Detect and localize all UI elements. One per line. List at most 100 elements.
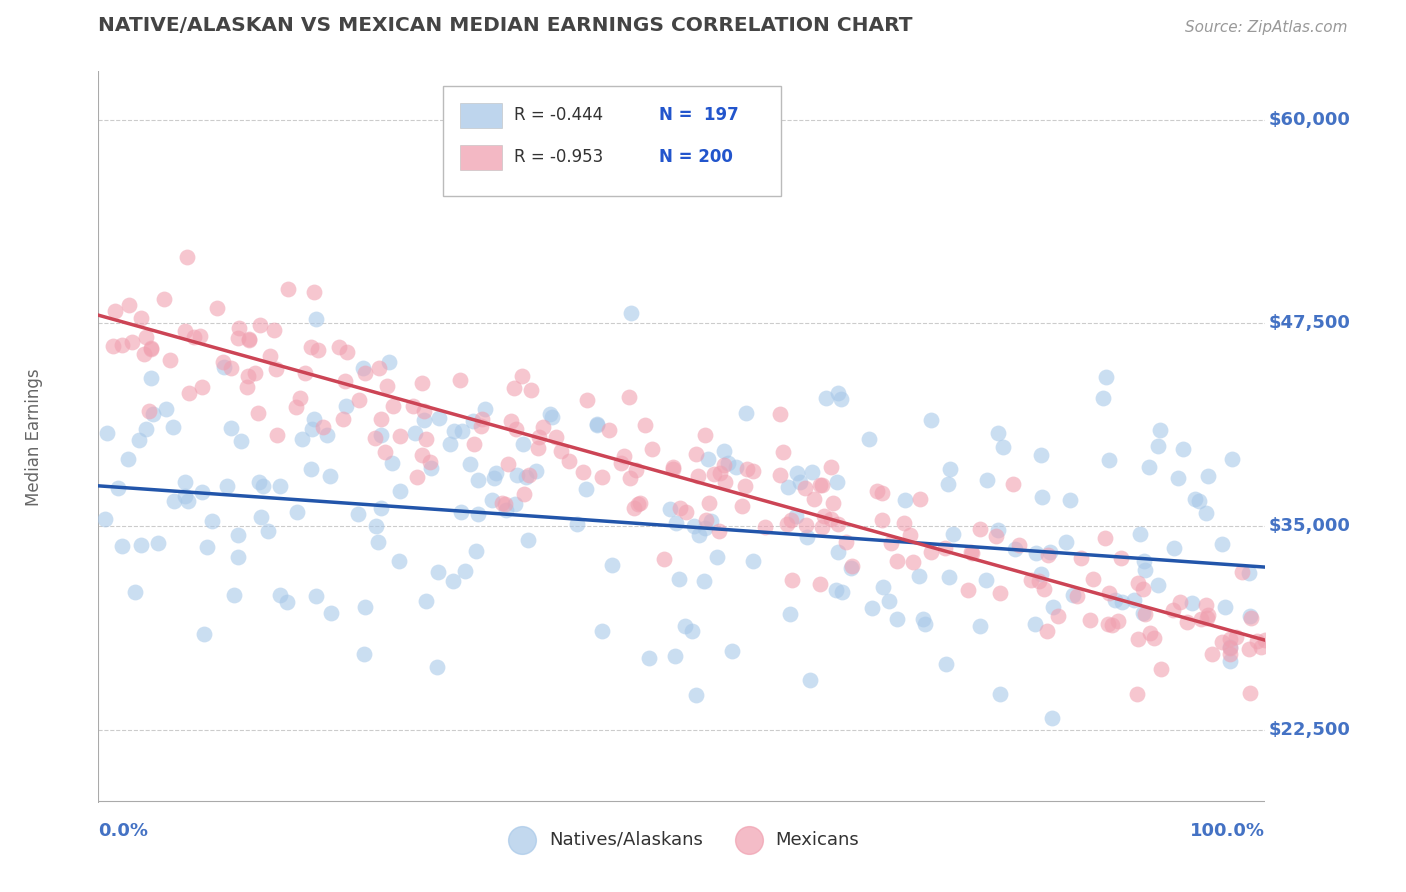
Point — [328, 340, 350, 354]
Point — [820, 512, 842, 526]
Point — [935, 657, 957, 671]
Point — [503, 381, 526, 395]
Point — [1211, 536, 1233, 550]
Point — [382, 399, 405, 413]
Point — [494, 497, 516, 511]
Point — [471, 411, 494, 425]
Point — [526, 441, 548, 455]
Point — [1036, 548, 1059, 562]
Point — [695, 513, 717, 527]
Point — [1239, 686, 1261, 700]
Point — [294, 366, 316, 380]
Point — [585, 417, 607, 431]
Point — [1098, 453, 1121, 467]
Point — [335, 374, 357, 388]
Point — [1078, 613, 1101, 627]
Point — [458, 457, 481, 471]
Point — [249, 318, 271, 333]
Point — [222, 588, 245, 602]
Point — [153, 293, 176, 307]
Point — [276, 595, 298, 609]
Point — [128, 433, 150, 447]
Point — [467, 474, 489, 488]
Point — [505, 422, 527, 436]
Point — [893, 492, 915, 507]
Point — [491, 496, 513, 510]
Point — [364, 518, 387, 533]
Point — [121, 335, 143, 350]
Point — [1150, 662, 1173, 676]
Point — [709, 466, 731, 480]
Point — [277, 282, 299, 296]
Point — [163, 494, 186, 508]
Point — [388, 429, 411, 443]
Point — [111, 337, 134, 351]
Point — [1213, 600, 1236, 615]
Point — [450, 506, 472, 520]
Point — [238, 333, 260, 347]
Point — [1081, 572, 1104, 586]
Point — [412, 413, 434, 427]
Point — [259, 349, 281, 363]
Point — [495, 503, 517, 517]
Point — [893, 516, 915, 530]
Point — [624, 463, 647, 477]
Point — [825, 475, 848, 490]
Point — [201, 514, 224, 528]
Point — [541, 409, 564, 424]
Point — [191, 380, 214, 394]
Point — [531, 420, 554, 434]
Point — [939, 462, 962, 476]
Point — [634, 418, 657, 433]
Point — [411, 448, 433, 462]
Point — [1239, 608, 1261, 623]
Point — [769, 467, 792, 482]
Point — [1040, 711, 1063, 725]
Point — [658, 502, 681, 516]
Point — [250, 510, 273, 524]
Point — [215, 479, 238, 493]
Point — [389, 483, 412, 498]
Point — [195, 541, 218, 555]
Point — [1184, 492, 1206, 507]
Point — [188, 328, 211, 343]
Point — [243, 366, 266, 380]
Point — [367, 360, 389, 375]
Point — [1142, 631, 1164, 645]
Point — [841, 558, 863, 573]
Point — [1094, 369, 1116, 384]
Point — [212, 355, 235, 369]
Point — [1025, 546, 1047, 560]
Point — [811, 520, 834, 534]
Point — [872, 486, 894, 500]
Point — [735, 462, 758, 476]
Point — [1168, 595, 1191, 609]
Point — [703, 467, 725, 481]
Point — [912, 612, 935, 626]
Point — [370, 428, 392, 442]
Point — [683, 519, 706, 533]
Point — [835, 535, 858, 549]
Point — [731, 499, 754, 513]
Point — [226, 527, 249, 541]
Point — [661, 460, 683, 475]
Point — [827, 386, 849, 401]
Point — [820, 459, 842, 474]
Point — [880, 536, 903, 550]
Point — [908, 491, 931, 506]
Point — [1098, 586, 1121, 600]
Point — [821, 495, 844, 509]
Point — [558, 454, 581, 468]
Point — [449, 373, 471, 387]
Point — [1188, 494, 1211, 508]
Point — [302, 412, 325, 426]
Point — [717, 456, 740, 470]
Point — [141, 342, 163, 356]
Point — [512, 486, 534, 500]
Point — [638, 651, 661, 665]
Point — [129, 310, 152, 325]
Point — [463, 436, 485, 450]
Point — [219, 421, 242, 435]
Point — [1137, 460, 1160, 475]
Point — [117, 451, 139, 466]
